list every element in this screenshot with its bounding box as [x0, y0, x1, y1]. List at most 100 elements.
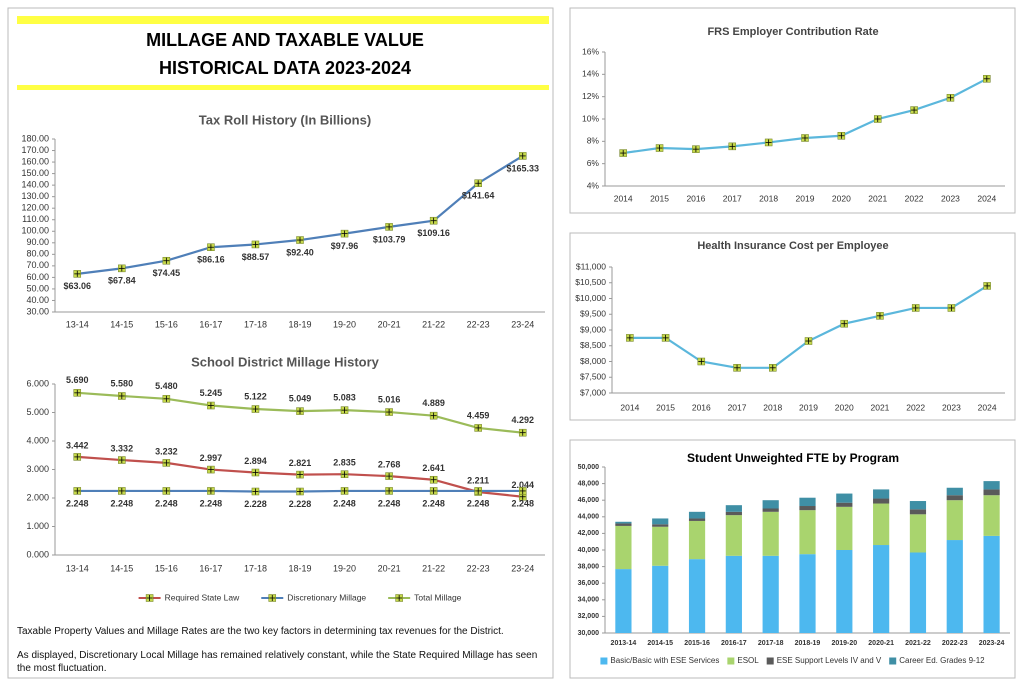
marker: [118, 456, 126, 464]
bar-segment: [799, 497, 816, 507]
bar-segment: [983, 481, 1000, 490]
bar-segment: [873, 498, 890, 504]
bar-segment: [983, 535, 1000, 633]
y-tick-label: 3.000: [26, 464, 49, 474]
x-tick-label: 2016: [692, 402, 711, 412]
health-panel: [569, 232, 1016, 421]
x-tick-label: 2022: [905, 193, 924, 203]
marker: [910, 106, 918, 114]
marker: [429, 487, 438, 495]
y-tick-label: $8,000: [580, 356, 606, 366]
y-tick-label: 0.000: [26, 549, 49, 559]
x-tick-label: 2015: [656, 402, 675, 412]
marker: [207, 465, 215, 474]
bar-segment: [836, 493, 853, 503]
marker: [474, 179, 482, 187]
y-tick-label: 50,000: [578, 464, 600, 471]
x-tick-label: 14-15: [110, 319, 133, 329]
data-label: 3.232: [155, 446, 178, 456]
marker: [429, 216, 438, 225]
note: As displayed, Discretionary Local Millag…: [17, 650, 538, 674]
page-title: MILLAGE AND TAXABLE VALUE: [146, 30, 424, 50]
legend-item: Required State Law: [138, 592, 240, 602]
bar-segment: [615, 523, 632, 526]
y-tick-label: $9,500: [580, 309, 606, 319]
y-tick-label: $7,000: [580, 387, 606, 397]
data-label: 2.228: [289, 499, 312, 509]
y-tick-label: 46,000: [578, 497, 600, 504]
x-tick-label: 2017-18: [758, 640, 784, 647]
data-label: 2.228: [244, 499, 267, 509]
y-tick-label: 160.00: [21, 156, 49, 166]
marker: [207, 487, 215, 495]
data-label: 2.248: [467, 498, 490, 508]
marker: [251, 468, 260, 477]
bar-segment: [836, 550, 853, 633]
x-tick-label: 2021: [870, 402, 889, 412]
marker: [118, 487, 126, 495]
data-label: $109.16: [417, 228, 450, 238]
y-tick-label: 30,000: [578, 630, 600, 637]
marker: [296, 407, 304, 415]
bar-segment: [836, 502, 853, 507]
marker: [429, 475, 438, 484]
y-tick-label: $10,500: [575, 277, 606, 287]
marker: [340, 406, 349, 414]
bar-segment: [909, 514, 927, 553]
x-tick-label: 15-16: [155, 563, 178, 573]
x-tick-label: 2024: [977, 193, 996, 203]
marker: [911, 304, 920, 312]
y-tick-label: 120.00: [21, 203, 49, 213]
marker: [118, 264, 126, 273]
note: Taxable Property Values and Millage Rate…: [17, 626, 504, 637]
bar-segment: [762, 511, 779, 556]
y-tick-label: 140.00: [21, 180, 49, 190]
marker: [518, 492, 527, 501]
marker: [764, 138, 773, 147]
bar-segment: [946, 540, 963, 633]
legend-swatch: [600, 657, 608, 665]
fte-panel: [569, 439, 1016, 679]
y-tick-label: 34,000: [578, 597, 600, 604]
x-tick-label: 2022-23: [942, 640, 968, 647]
marker: [340, 487, 349, 495]
bar-segment: [909, 552, 927, 633]
bar-segment: [688, 511, 706, 519]
marker: [626, 334, 634, 342]
x-tick-label: 2021-22: [905, 640, 931, 647]
x-tick-label: 23-24: [511, 319, 534, 329]
bar-segment: [615, 569, 632, 633]
data-label: 2.248: [66, 498, 89, 508]
data-label: 2.248: [422, 498, 445, 508]
y-tick-label: $7,500: [580, 372, 606, 382]
data-label: 2.044: [511, 480, 534, 490]
x-tick-label: 20-21: [378, 563, 401, 573]
x-tick-label: 2018: [759, 193, 778, 203]
x-tick-label: 2022: [906, 402, 925, 412]
data-label: 2.248: [511, 498, 534, 508]
x-tick-label: 17-18: [244, 563, 267, 573]
x-tick-label: 2023: [941, 193, 960, 203]
bar-segment: [725, 555, 742, 633]
y-tick-label: 44,000: [578, 514, 600, 521]
data-label: 2.894: [244, 456, 267, 466]
marker: [73, 487, 82, 495]
bar-segment: [873, 545, 890, 633]
data-label: 5.245: [200, 388, 223, 398]
marker: [162, 395, 171, 403]
bar-segment: [615, 525, 632, 570]
x-tick-label: 2023-24: [979, 640, 1005, 647]
y-tick-label: 14%: [582, 69, 599, 79]
y-tick-label: $9,000: [580, 324, 606, 334]
legend-label: ESE Support Levels IV and V: [777, 656, 882, 665]
marker: [983, 75, 991, 83]
marker: [429, 411, 438, 420]
bar-segment: [652, 565, 669, 633]
marker: [340, 229, 349, 238]
data-label: 4.459: [467, 410, 490, 420]
marker: [207, 401, 215, 410]
marker: [385, 408, 393, 416]
y-tick-label: 48,000: [578, 480, 600, 487]
y-tick-label: 16%: [582, 46, 599, 56]
x-tick-label: 14-15: [110, 563, 133, 573]
